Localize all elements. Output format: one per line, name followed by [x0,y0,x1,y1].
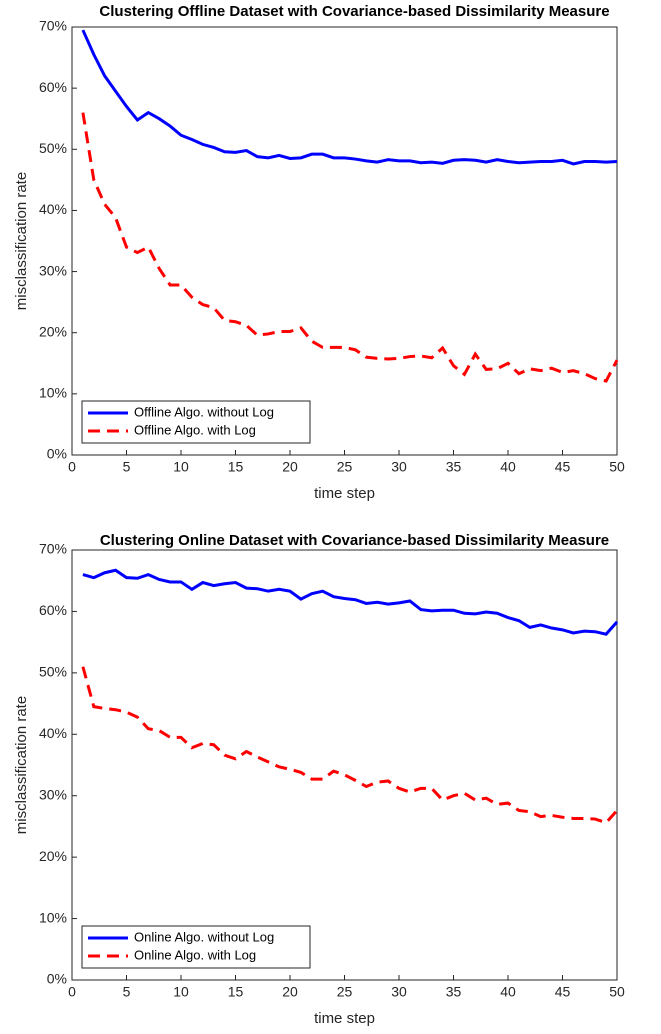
legend-label: Online Algo. without Log [134,929,274,944]
y-tick-label: 20% [39,323,67,339]
y-tick-label: 70% [39,541,67,557]
y-tick-label: 50% [39,140,67,156]
x-tick-label: 0 [68,984,76,1000]
y-tick-label: 40% [39,201,67,217]
x-tick-label: 15 [228,459,244,475]
x-tick-label: 10 [173,459,189,475]
x-tick-label: 45 [555,984,571,1000]
y-axis-label: misclassification rate [13,696,30,834]
y-tick-label: 20% [39,848,67,864]
series-line [81,29,618,166]
x-tick-label: 5 [123,459,131,475]
y-tick-label: 0% [47,446,67,462]
y-tick-label: 10% [39,909,67,925]
x-tick-label: 25 [337,984,353,1000]
y-tick-label: 60% [39,602,67,618]
axes-box [71,549,618,981]
chart-title: Clustering Online Dataset with Covarianc… [100,532,609,549]
x-tick-label: 25 [337,459,353,475]
y-tick-label: 60% [39,79,67,95]
x-tick-label: 0 [68,459,76,475]
x-tick-label: 40 [500,459,516,475]
legend-label: Offline Algo. with Log [134,422,256,437]
x-tick-label: 5 [123,984,131,1000]
y-tick-label: 30% [39,786,67,802]
x-tick-label: 50 [609,459,625,475]
y-tick-label: 70% [39,18,67,34]
x-tick-label: 45 [555,459,571,475]
x-axis-label: time step [314,485,375,502]
x-tick-label: 15 [228,984,244,1000]
legend-label: Online Algo. with Log [134,947,256,962]
legend-box [81,400,311,444]
x-axis-label: time step [314,1010,375,1027]
y-tick-label: 0% [47,971,67,987]
x-tick-label: 40 [500,984,516,1000]
legend-label: Offline Algo. without Log [134,404,274,419]
x-tick-label: 20 [282,459,298,475]
x-tick-label: 35 [446,459,462,475]
y-axis-label: misclassification rate [13,172,30,310]
chart-title: Clustering Offline Dataset with Covarian… [99,3,609,20]
y-tick-label: 10% [39,385,67,401]
series-line [81,112,619,383]
y-tick-label: 50% [39,664,67,680]
legend-box [81,925,311,969]
series-line [81,666,619,825]
y-tick-label: 40% [39,725,67,741]
x-tick-label: 30 [391,459,407,475]
x-tick-label: 10 [173,984,189,1000]
series-line [82,568,619,636]
x-tick-label: 20 [282,984,298,1000]
axes-box [71,26,618,456]
x-tick-label: 50 [609,984,625,1000]
x-tick-label: 30 [391,984,407,1000]
y-tick-label: 30% [39,262,67,278]
x-tick-label: 35 [446,984,462,1000]
